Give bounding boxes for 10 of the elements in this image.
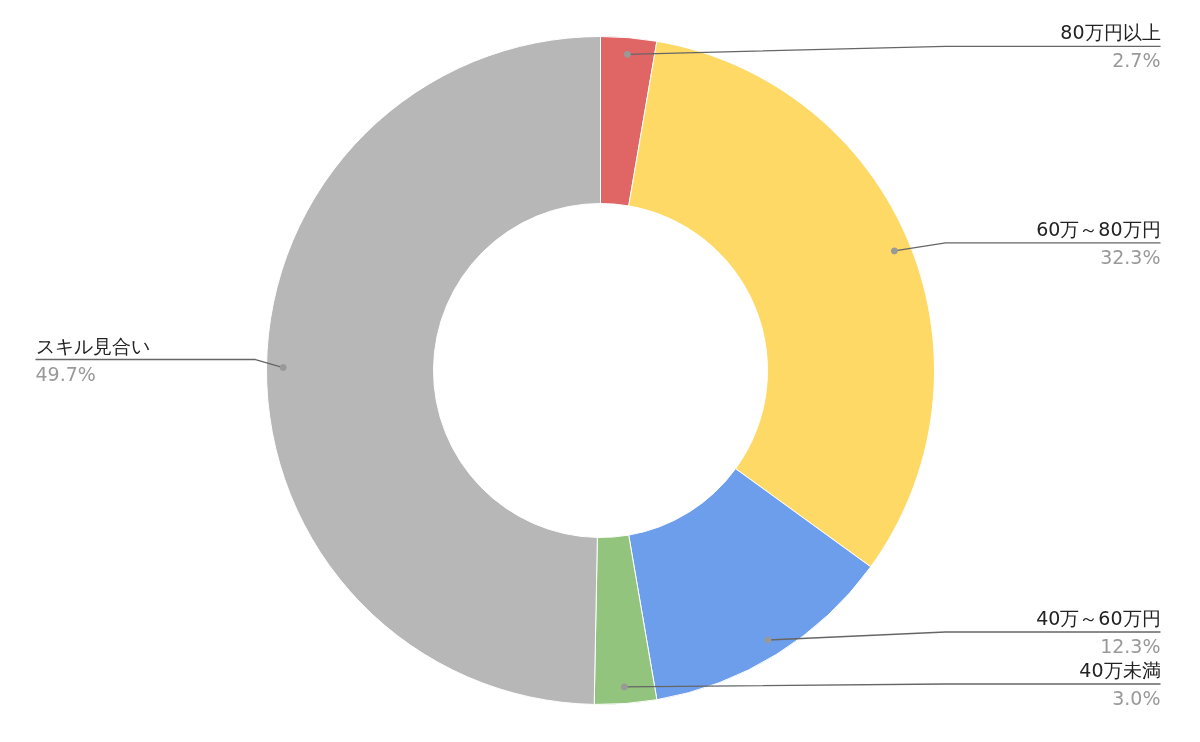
- slice-label: 40万未満: [1079, 659, 1161, 681]
- slice-label: スキル見合い: [35, 334, 150, 357]
- data-label: 2.7%: [1112, 49, 1161, 72]
- data-label: 3.0%: [1112, 687, 1161, 709]
- slice-label: 80万円以上: [1060, 21, 1161, 44]
- data-label: 49.7%: [35, 362, 96, 385]
- slice-label: 40万～60万円: [1036, 607, 1161, 629]
- slice-label: 60万～80万円: [1036, 217, 1161, 240]
- data-label: 32.3%: [1100, 245, 1161, 268]
- data-label: 12.3%: [1100, 635, 1161, 657]
